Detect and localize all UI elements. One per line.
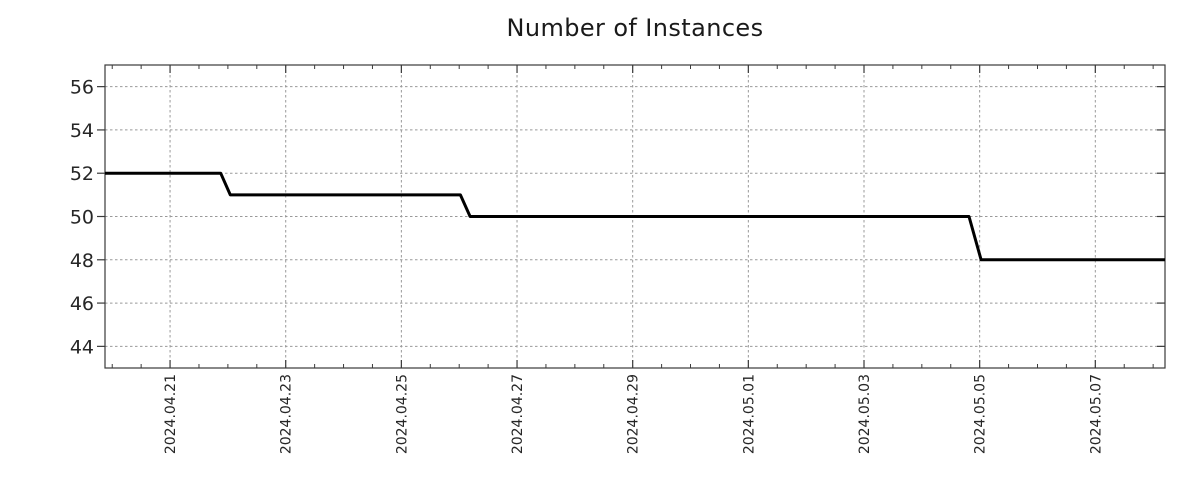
- y-tick-label: 46: [70, 293, 94, 315]
- y-tick-label: 52: [70, 163, 94, 185]
- data-line: [105, 171, 1165, 262]
- y-tick-label: 56: [70, 77, 94, 99]
- chart-title: Number of Instances: [506, 14, 764, 42]
- y-tick-label: 54: [70, 120, 94, 142]
- x-tick-label: 2024.04.23: [279, 374, 295, 454]
- x-tick-label: 2024.05.07: [1088, 374, 1104, 454]
- x-tick-label: 2024.04.21: [163, 374, 179, 454]
- plot-border: [104, 64, 1166, 369]
- x-tick-label: 2024.04.29: [626, 374, 642, 454]
- x-tick-label: 2024.05.05: [973, 374, 989, 454]
- x-tick-label: 2024.04.25: [394, 374, 410, 454]
- x-tick-label: 2024.04.27: [510, 374, 526, 454]
- x-tick-label: 2024.05.01: [741, 374, 757, 454]
- y-tick-label: 48: [70, 250, 94, 272]
- y-tick-label: 50: [70, 207, 94, 229]
- x-tick-label: 2024.05.03: [857, 374, 873, 454]
- y-tick-label: 44: [70, 336, 94, 358]
